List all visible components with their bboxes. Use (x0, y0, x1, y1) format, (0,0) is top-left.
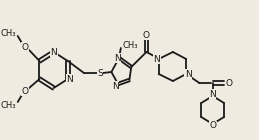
Text: N: N (50, 47, 57, 57)
Text: N: N (209, 89, 216, 99)
Text: O: O (209, 122, 216, 130)
Text: O: O (143, 31, 150, 39)
Text: O: O (22, 87, 29, 95)
Text: O: O (225, 79, 232, 88)
Text: S: S (97, 68, 103, 78)
Text: N: N (114, 53, 120, 62)
Text: O: O (22, 43, 29, 52)
Text: CH₃: CH₃ (0, 29, 16, 38)
Text: N: N (112, 81, 119, 90)
Text: CH₃: CH₃ (0, 101, 16, 109)
Text: CH₃: CH₃ (123, 40, 138, 50)
Text: N: N (66, 74, 73, 83)
Text: N: N (185, 69, 191, 79)
Text: N: N (153, 54, 160, 64)
